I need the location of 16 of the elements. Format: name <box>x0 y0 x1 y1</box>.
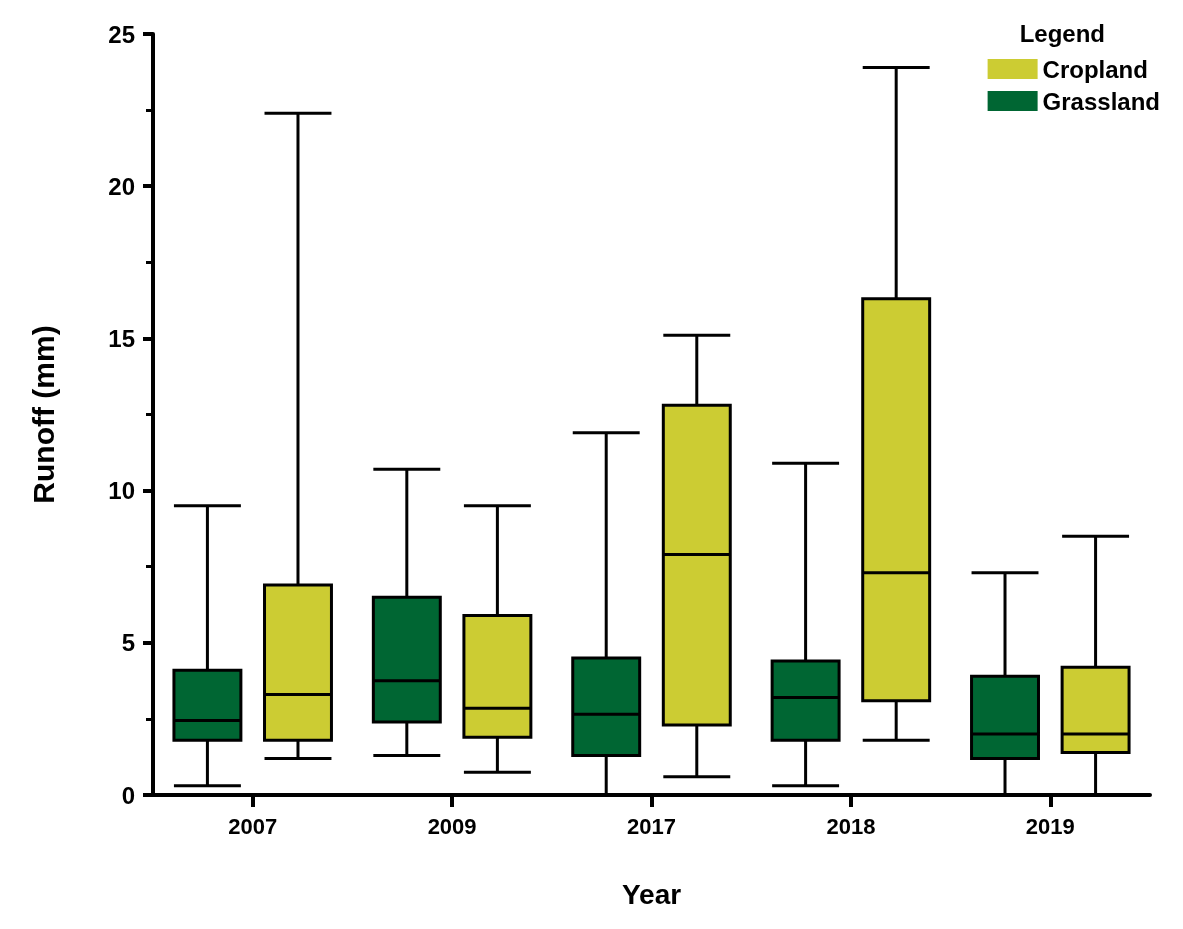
y-tick-label: 25 <box>108 20 135 48</box>
x-tick-label: 2018 <box>826 813 876 839</box>
x-tick-label: 2017 <box>627 813 676 839</box>
x-axis-title: Year <box>621 878 682 910</box>
legend-title: Legend <box>1019 19 1106 47</box>
x-tick-label: 2007 <box>228 813 278 839</box>
y-axis-title: Runoff (mm) <box>26 325 60 504</box>
legend-label: Cropland <box>1042 55 1148 83</box>
y-tick-label: 0 <box>121 781 135 809</box>
y-tick-label: 5 <box>121 629 135 657</box>
legend-label: Grassland <box>1042 87 1160 115</box>
y-tick-label: 20 <box>108 172 135 200</box>
y-tick-label: 10 <box>108 477 135 505</box>
x-tick-label: 2009 <box>427 813 477 839</box>
x-tick-label: 2019 <box>1025 813 1075 839</box>
y-tick-label: 15 <box>108 324 135 352</box>
